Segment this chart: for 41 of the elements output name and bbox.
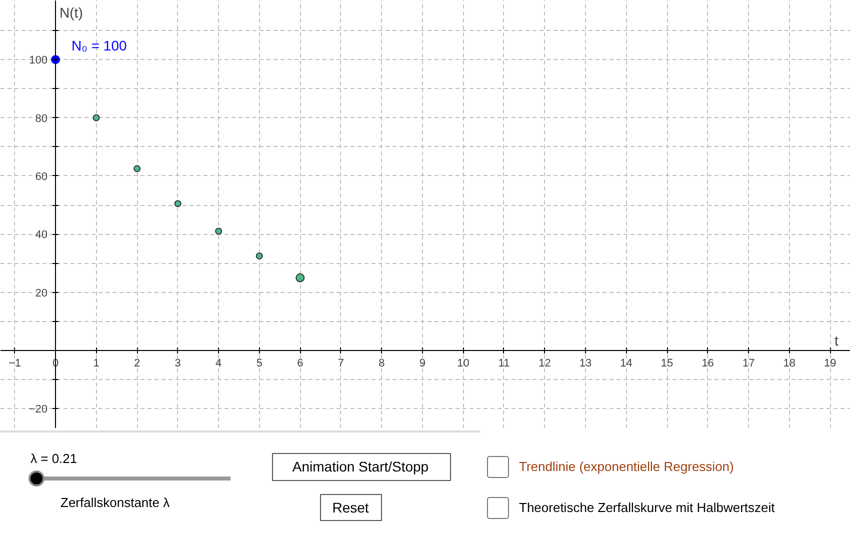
x-tick-label: 13 — [579, 358, 592, 370]
y-tick-label: 80 — [35, 112, 48, 125]
x-tick-label: 5 — [256, 358, 262, 370]
x-tick-label: −1 — [8, 358, 22, 370]
x-tick-label: 18 — [783, 358, 796, 370]
x-tick-label: 9 — [419, 358, 426, 370]
text: Reset — [332, 500, 369, 516]
y-tick-label: −20 — [28, 404, 48, 416]
y-tick-label: 20 — [35, 287, 48, 300]
annotation: N₀ = 100 — [72, 38, 127, 54]
x-tick-label: 10 — [457, 358, 470, 370]
x-tick-label: 16 — [702, 358, 714, 370]
y-tick-label: 100 — [29, 54, 48, 67]
x-tick-label: 7 — [338, 358, 344, 370]
point — [296, 273, 305, 282]
x-tick-label: 8 — [378, 358, 385, 370]
point — [92, 114, 100, 122]
point — [256, 252, 263, 260]
x-tick-label: 2 — [134, 358, 140, 370]
text: λ = 0.21 — [30, 451, 78, 466]
x-tick-label: 12 — [538, 358, 551, 370]
text: Zerfallskonstante λ — [60, 495, 170, 510]
x-tick-label: 14 — [620, 358, 632, 370]
text: Animation Start/Stopp — [292, 458, 429, 474]
point — [134, 165, 141, 172]
x-axis-title: t — [834, 332, 838, 349]
x-tick-label: 4 — [216, 358, 222, 370]
x-tick-label: 15 — [660, 358, 674, 370]
y-tick-label: 60 — [35, 170, 48, 183]
x-tick-label: 6 — [297, 358, 304, 370]
point — [215, 228, 222, 235]
x-tick-label: 1 — [93, 358, 100, 370]
point — [174, 200, 182, 208]
x-tick-label: 17 — [742, 358, 755, 370]
x-tick-label: 11 — [498, 358, 510, 370]
text: Theoretische Zerfallskurve mit Halbwertszeit — [518, 498, 775, 517]
y-axis-title: N(t) — [60, 4, 83, 20]
x-tick-label: 3 — [174, 358, 181, 370]
y-tick-label: 40 — [35, 229, 48, 242]
x-tick-label: 19 — [824, 358, 836, 370]
text: Trendlinie (exponentielle Regression) — [518, 458, 734, 476]
